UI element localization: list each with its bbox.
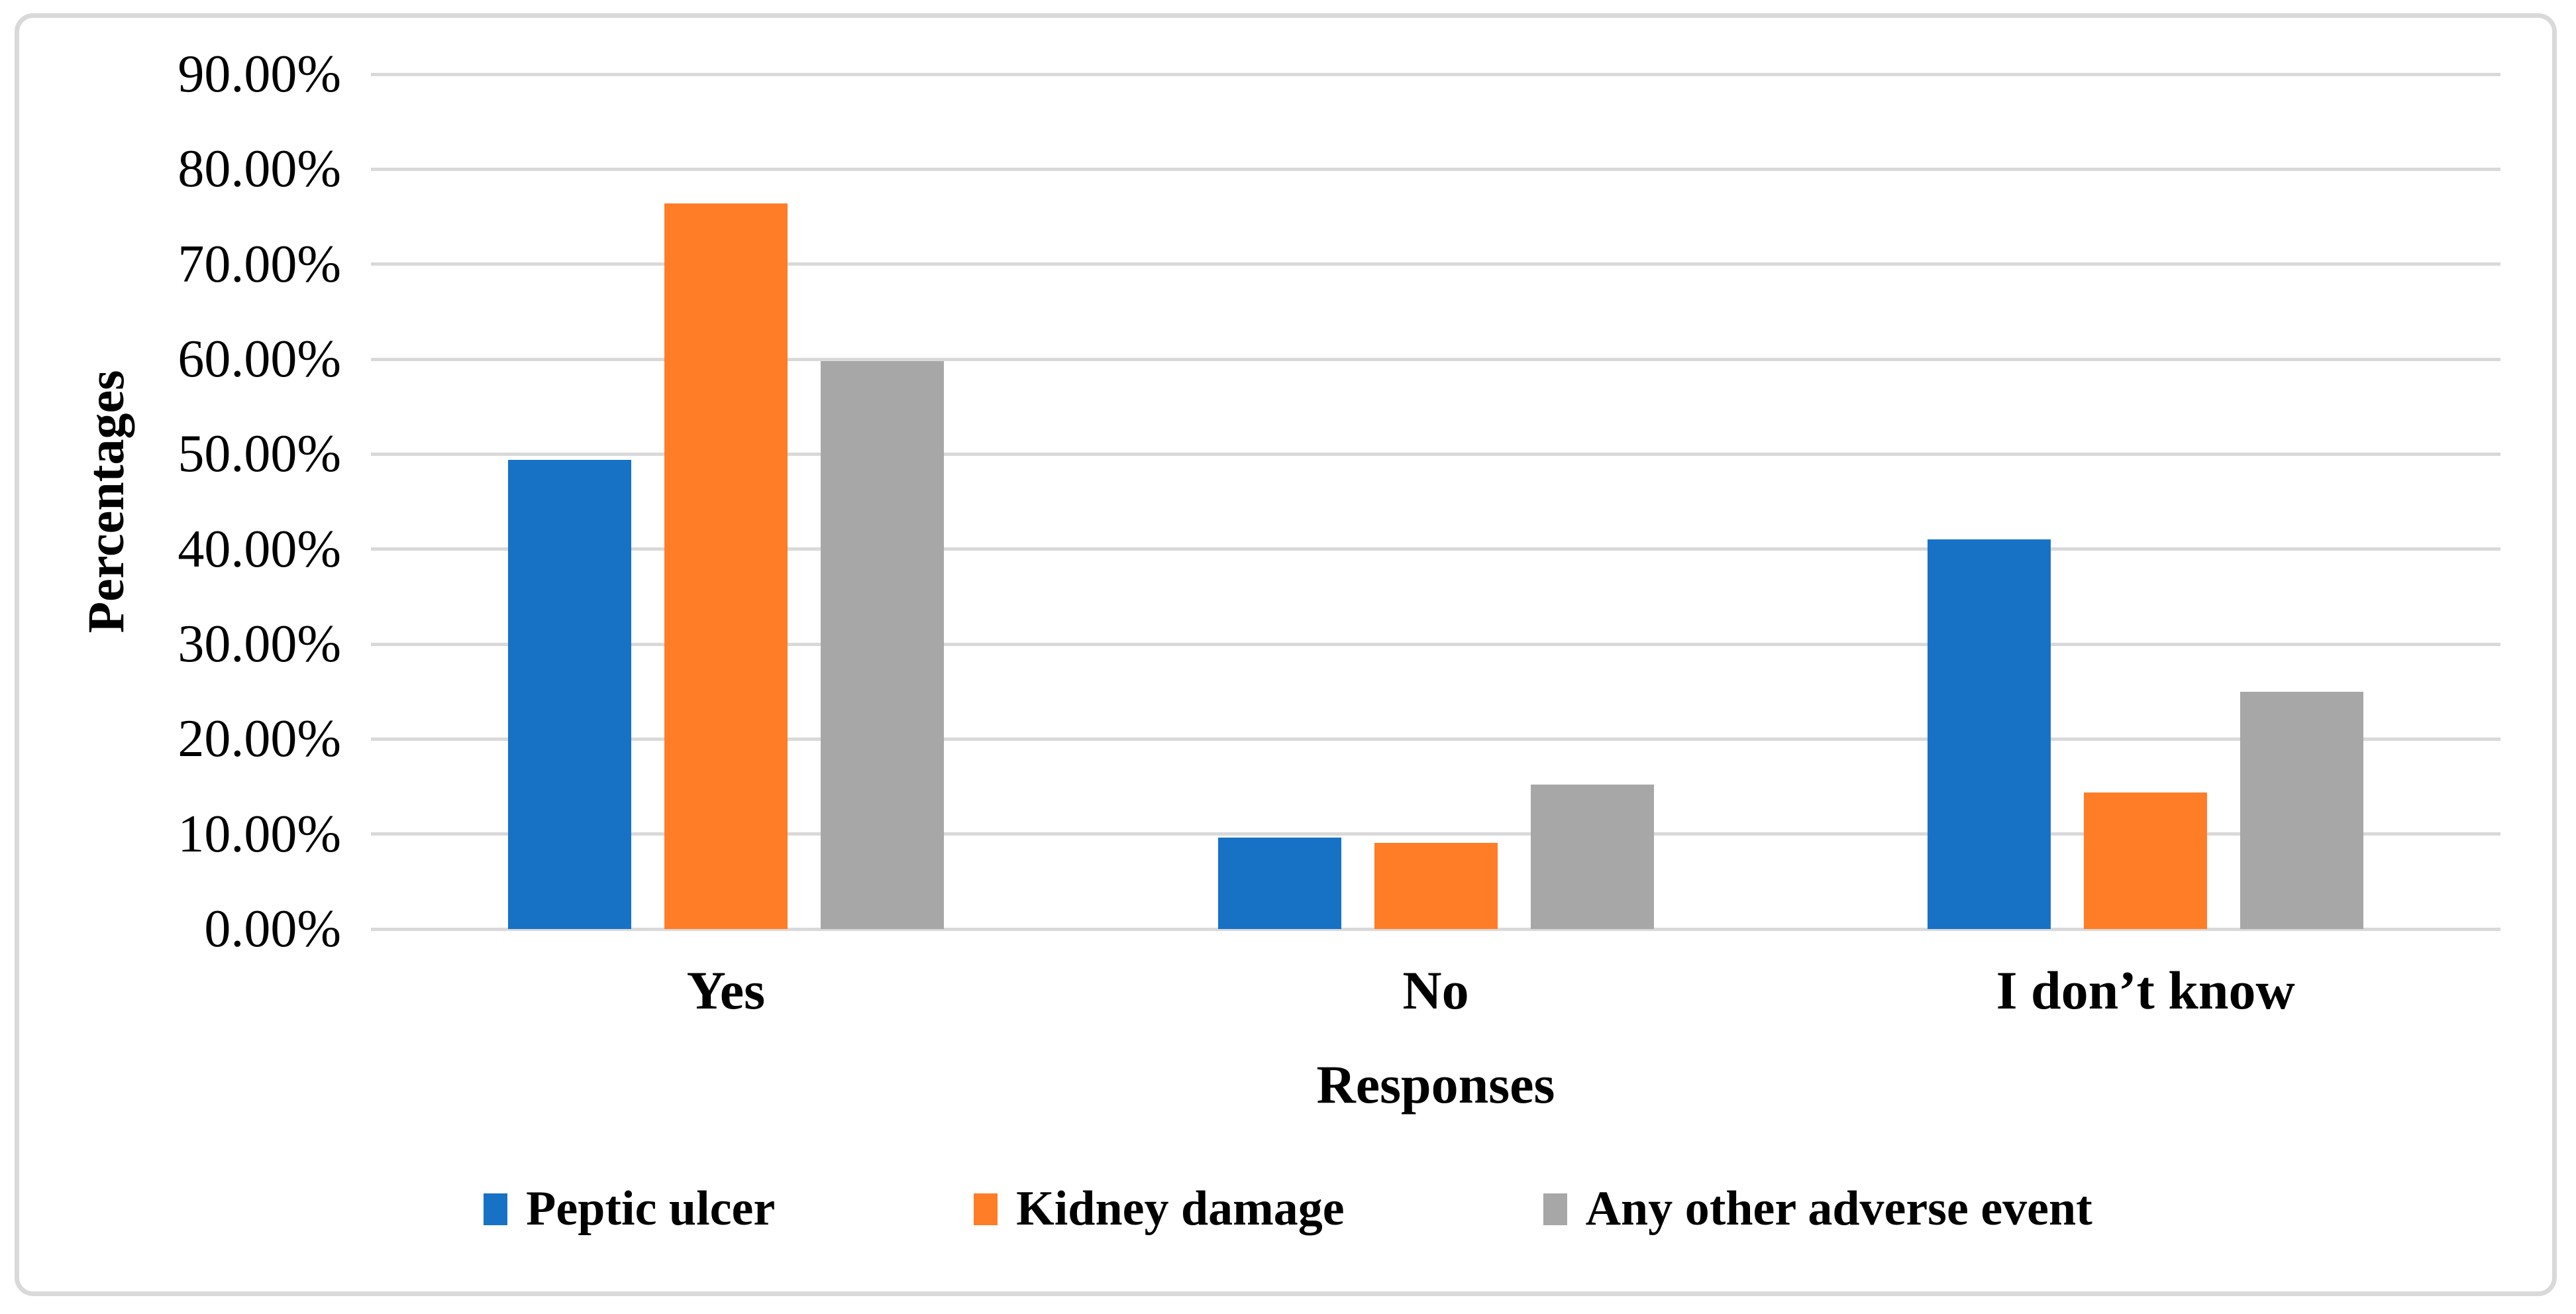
y-tick-label-40: 40.00%	[178, 520, 341, 578]
legend-swatch-peptic-ulcer	[484, 1193, 508, 1225]
legend-item-any-other-adverse-event: Any other adverse event	[1543, 1181, 2092, 1237]
legend-label-kidney-damage: Kidney damage	[1016, 1181, 1345, 1236]
y-tick-label-0: 0.00%	[204, 900, 341, 958]
gridline-60	[371, 357, 2500, 361]
y-tick-label-80: 80.00%	[178, 140, 341, 199]
bar-kidney-damage-i-don-t-know	[2084, 792, 2208, 929]
y-tick-label-70: 70.00%	[178, 235, 341, 294]
gridline-20	[371, 737, 2500, 741]
legend-label-any-other-adverse-event: Any other adverse event	[1585, 1181, 2092, 1236]
bar-group-i-don-t-know	[1790, 74, 2500, 929]
gridline-70	[371, 262, 2500, 266]
gridline-80	[371, 167, 2500, 171]
plot-area	[371, 72, 2500, 931]
bar-peptic-ulcer-i-don-t-know	[1928, 539, 2051, 929]
y-tick-label-90: 90.00%	[178, 45, 341, 103]
x-category-label-yes: Yes	[686, 960, 766, 1020]
y-tick-label-50: 50.00%	[178, 425, 341, 484]
legend-label-peptic-ulcer: Peptic ulcer	[526, 1181, 776, 1236]
gridline-10	[371, 832, 2500, 836]
gridline-90	[371, 72, 2500, 76]
bar-peptic-ulcer-yes	[507, 459, 631, 929]
gridline-50	[371, 452, 2500, 456]
gridline-0	[371, 927, 2500, 931]
gridline-40	[371, 547, 2500, 551]
bar-any-other-adverse-event-no	[1530, 785, 1654, 929]
legend: Peptic ulcer Kidney damage Any other adver…	[0, 1181, 2576, 1237]
y-axis-title: Percentages	[77, 370, 134, 633]
gridline-30	[371, 642, 2500, 646]
bar-any-other-adverse-event-yes	[820, 360, 944, 929]
y-tick-label-10: 10.00%	[178, 804, 341, 863]
y-tick-label-30: 30.00%	[178, 615, 341, 673]
x-category-label-no: No	[1402, 960, 1469, 1020]
legend-item-peptic-ulcer: Peptic ulcer	[484, 1181, 775, 1237]
bar-group-no	[1081, 74, 1791, 929]
bar-kidney-damage-no	[1374, 842, 1498, 929]
bar-peptic-ulcer-no	[1217, 838, 1341, 929]
y-tick-label-60: 60.00%	[178, 330, 341, 388]
y-tick-label-20: 20.00%	[178, 710, 341, 769]
legend-swatch-any-other-adverse-event	[1543, 1193, 1567, 1225]
bar-any-other-adverse-event-i-don-t-know	[2240, 691, 2364, 929]
bar-kidney-damage-yes	[664, 203, 788, 929]
legend-item-kidney-damage: Kidney damage	[974, 1181, 1345, 1237]
bar-groups	[371, 74, 2500, 929]
x-category-label-i-don-t-know: I don’t know	[1996, 960, 2295, 1020]
chart-frame	[15, 13, 2557, 1296]
bar-group-yes	[371, 74, 1081, 929]
legend-swatch-kidney-damage	[974, 1193, 998, 1225]
x-axis-title: Responses	[1316, 1054, 1555, 1115]
